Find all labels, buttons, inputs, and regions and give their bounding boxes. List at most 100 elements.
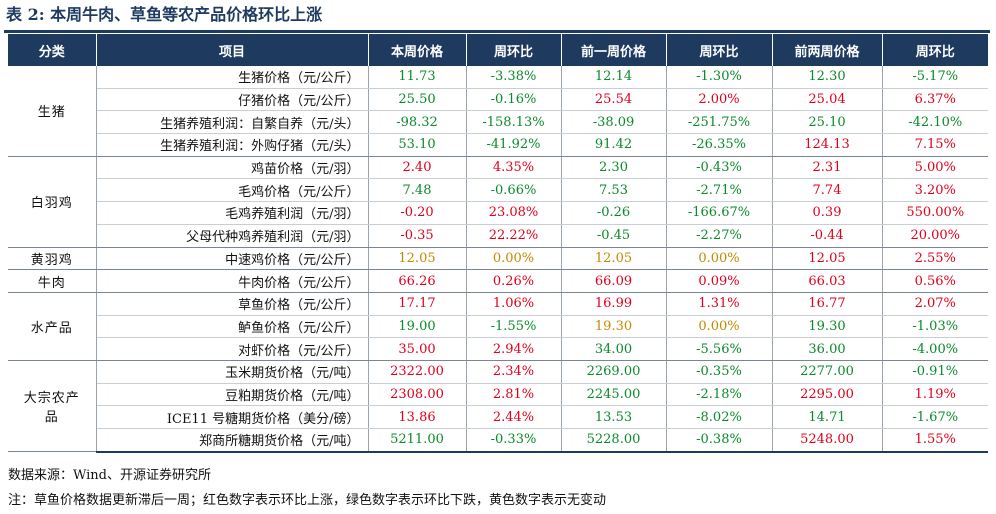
change-cell: -0.38% (666, 428, 773, 453)
price-cell: -0.35 (368, 224, 467, 248)
item-cell: 毛鸡价格（元/公斤） (96, 178, 369, 203)
table-row: ICE11 号糖期货价格（美分/磅） 13.86 2.44% 13.53 -8.02% 1… (8, 405, 988, 429)
change-cell: -5.56% (666, 337, 773, 361)
item-cell: 对虾价格（元/公斤） (96, 337, 369, 361)
item-cell: 郑商所糖期货价格（元/吨） (96, 428, 369, 453)
category-cell: 黄羽鸡 (8, 247, 97, 271)
change-cell: -4.00% (882, 337, 988, 361)
price-cell: 17.17 (368, 292, 467, 316)
price-cell: 2295.00 (772, 383, 883, 407)
change-cell: -5.17% (882, 66, 988, 89)
price-cell: 12.05 (772, 247, 883, 271)
price-cell: 11.73 (368, 66, 467, 89)
table-row: 牛肉 牛肉价格（元/公斤） 66.26 0.26% 66.09 0.09% 66.03 0.5… (8, 269, 988, 293)
change-cell: -41.92% (466, 133, 562, 157)
price-cell: 2277.00 (772, 360, 883, 384)
table-row: 生猪养殖利润：外购仔猪（元/头） 53.10 -41.92% 91.42 -26.35%… (8, 133, 988, 157)
price-cell: 91.42 (561, 133, 667, 157)
price-cell: 16.77 (772, 292, 883, 316)
change-cell: 1.06% (466, 292, 562, 316)
price-cell: 34.00 (561, 337, 667, 361)
price-cell: 13.86 (368, 405, 467, 429)
item-cell: 生猪养殖利润：外购仔猪（元/头） (96, 133, 369, 157)
table-row: 郑商所糖期货价格（元/吨） 5211.00 -0.33% 5228.00 -0.38% 5… (8, 428, 988, 453)
item-cell: 中速鸡价格（元/公斤） (96, 247, 369, 271)
price-cell: 0.39 (772, 201, 883, 225)
table-row: 仔猪价格（元/公斤） 25.50 -0.16% 25.54 2.00% 25.04 6.37… (8, 88, 988, 112)
change-cell: -0.33% (466, 428, 562, 453)
change-cell: 23.08% (466, 201, 562, 225)
price-cell: 5211.00 (368, 428, 467, 453)
change-cell: -251.75% (666, 110, 773, 135)
footnote: 注：草鱼价格数据更新滞后一周；红色数字表示环比上涨，绿色数字表示环比下跌，黄色数… (8, 493, 607, 508)
price-cell: 12.30 (772, 66, 883, 89)
change-cell: 0.00% (666, 247, 773, 271)
price-cell: 66.09 (561, 269, 667, 293)
table-row: 白羽鸡 鸡苗价格（元/羽） 2.40 4.35% 2.30 -0.43% 2.31 5.00% (8, 156, 988, 248)
table-row: 毛鸡价格（元/公斤） 7.48 -0.66% 7.53 -2.71% 7.74 3.20% (8, 178, 988, 203)
price-cell: -0.26 (561, 201, 667, 225)
price-cell: 2.40 (368, 156, 467, 180)
change-cell: 2.34% (466, 360, 562, 384)
change-cell: 4.35% (466, 156, 562, 180)
table-row: 大宗农产 品玉米期货价格（元/吨） 2322.00 2.34% 2269.00 -0.3… (8, 360, 988, 453)
header-wow-1: 周环比 (465, 34, 561, 66)
category-cell: 白羽鸡 (8, 156, 97, 248)
price-table: 分类 项目 本周价格 周环比 前一周价格 周环比 前两周价格 周环比 生猪 生猪价… (8, 34, 988, 453)
change-cell: 6.37% (882, 88, 988, 112)
table-row: 水产品 草鱼价格（元/公斤） 17.17 1.06% 16.99 1.31% 16.77 2.… (8, 292, 988, 361)
change-cell: -26.35% (666, 133, 773, 157)
table-row: 生猪养殖利润：自繁自养（元/头） -98.32 -158.13% -38.09 -251… (8, 110, 988, 135)
change-cell: 2.81% (466, 383, 562, 407)
header-item: 项目 (95, 34, 368, 66)
change-cell: -42.10% (882, 110, 988, 135)
price-cell: 5228.00 (561, 428, 667, 453)
price-cell: -98.32 (368, 110, 467, 135)
price-cell: 2308.00 (368, 383, 467, 407)
change-cell: -1.67% (882, 405, 988, 429)
item-cell: 父母代种鸡养殖利润（元/羽） (96, 224, 369, 248)
change-cell: 2.00% (666, 88, 773, 112)
price-cell: 12.05 (368, 247, 467, 271)
price-cell: -0.45 (561, 224, 667, 248)
price-cell: 66.26 (368, 269, 467, 293)
price-cell: 35.00 (368, 337, 467, 361)
price-cell: 19.30 (561, 315, 667, 339)
change-cell: -0.16% (466, 88, 562, 112)
price-cell: 13.53 (561, 405, 667, 429)
price-cell: 7.48 (368, 178, 467, 203)
price-cell: 2245.00 (561, 383, 667, 407)
change-cell: 0.26% (466, 269, 562, 293)
change-cell: 22.22% (466, 224, 562, 248)
change-cell: -2.27% (666, 224, 773, 248)
table-row: 鲈鱼价格（元/公斤） 19.00 -1.55% 19.30 0.00% 19.30 -1.0… (8, 315, 988, 339)
header-row: 分类 项目 本周价格 周环比 前一周价格 周环比 前两周价格 周环比 (8, 34, 988, 66)
price-cell: 19.30 (772, 315, 883, 339)
change-cell: 1.55% (882, 428, 988, 453)
item-cell: 玉米期货价格（元/吨） (96, 360, 369, 384)
change-cell: -1.55% (466, 315, 562, 339)
price-cell: 25.04 (772, 88, 883, 112)
title-rule (4, 30, 990, 33)
price-cell: 5248.00 (772, 428, 883, 453)
price-cell: 36.00 (772, 337, 883, 361)
source-note: 数据来源：Wind、开源证券研究所 (8, 468, 211, 483)
header-prev-week-price: 前一周价格 (560, 34, 666, 66)
price-cell: 14.71 (772, 405, 883, 429)
change-cell: 2.55% (882, 247, 988, 271)
change-cell: 7.15% (882, 133, 988, 157)
change-cell: -158.13% (466, 110, 562, 135)
table-row: 对虾价格（元/公斤） 35.00 2.94% 34.00 -5.56% 36.00 -4.0… (8, 337, 988, 361)
price-cell: -0.20 (368, 201, 467, 225)
change-cell: 20.00% (882, 224, 988, 248)
item-cell: 生猪价格（元/公斤） (96, 66, 369, 89)
category-cell: 水产品 (8, 292, 97, 361)
item-cell: 牛肉价格（元/公斤） (96, 269, 369, 293)
header-wow-2: 周环比 (665, 34, 772, 66)
price-cell: 66.03 (772, 269, 883, 293)
price-cell: 12.05 (561, 247, 667, 271)
price-cell: 7.53 (561, 178, 667, 203)
change-cell: -2.18% (666, 383, 773, 407)
change-cell: -0.66% (466, 178, 562, 203)
change-cell: 0.09% (666, 269, 773, 293)
